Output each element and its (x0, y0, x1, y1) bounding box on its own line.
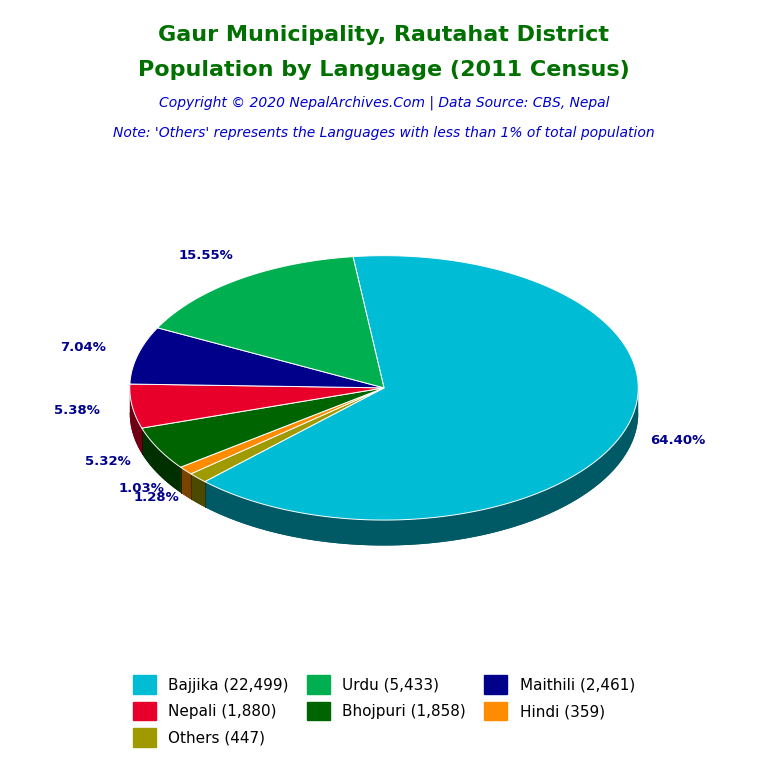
Polygon shape (180, 467, 190, 499)
Polygon shape (130, 384, 384, 428)
Text: 64.40%: 64.40% (650, 434, 705, 447)
Text: Population by Language (2011 Census): Population by Language (2011 Census) (138, 60, 630, 80)
Text: 7.04%: 7.04% (61, 342, 107, 354)
Text: Note: 'Others' represents the Languages with less than 1% of total population: Note: 'Others' represents the Languages … (113, 126, 655, 140)
Polygon shape (142, 388, 384, 467)
Polygon shape (205, 256, 638, 520)
Polygon shape (142, 428, 180, 492)
Polygon shape (157, 257, 384, 388)
Polygon shape (205, 413, 638, 545)
Polygon shape (180, 388, 384, 474)
Text: Copyright © 2020 NepalArchives.Com | Data Source: CBS, Nepal: Copyright © 2020 NepalArchives.Com | Dat… (159, 95, 609, 110)
Legend: Bajjika (22,499), Nepali (1,880), Others (447), Urdu (5,433), Bhojpuri (1,858), : Bajjika (22,499), Nepali (1,880), Others… (127, 669, 641, 753)
Polygon shape (190, 474, 205, 507)
Text: 5.32%: 5.32% (85, 455, 131, 468)
Polygon shape (190, 388, 384, 482)
Polygon shape (142, 413, 384, 492)
Polygon shape (190, 413, 384, 507)
Polygon shape (130, 386, 142, 454)
Text: 5.38%: 5.38% (54, 404, 100, 417)
Text: 1.28%: 1.28% (134, 491, 180, 504)
Text: 15.55%: 15.55% (179, 250, 233, 262)
Text: 1.03%: 1.03% (119, 482, 165, 495)
Polygon shape (205, 388, 638, 545)
Polygon shape (130, 328, 384, 388)
Polygon shape (130, 412, 384, 454)
Text: Gaur Municipality, Rautahat District: Gaur Municipality, Rautahat District (158, 25, 610, 45)
Polygon shape (180, 413, 384, 499)
